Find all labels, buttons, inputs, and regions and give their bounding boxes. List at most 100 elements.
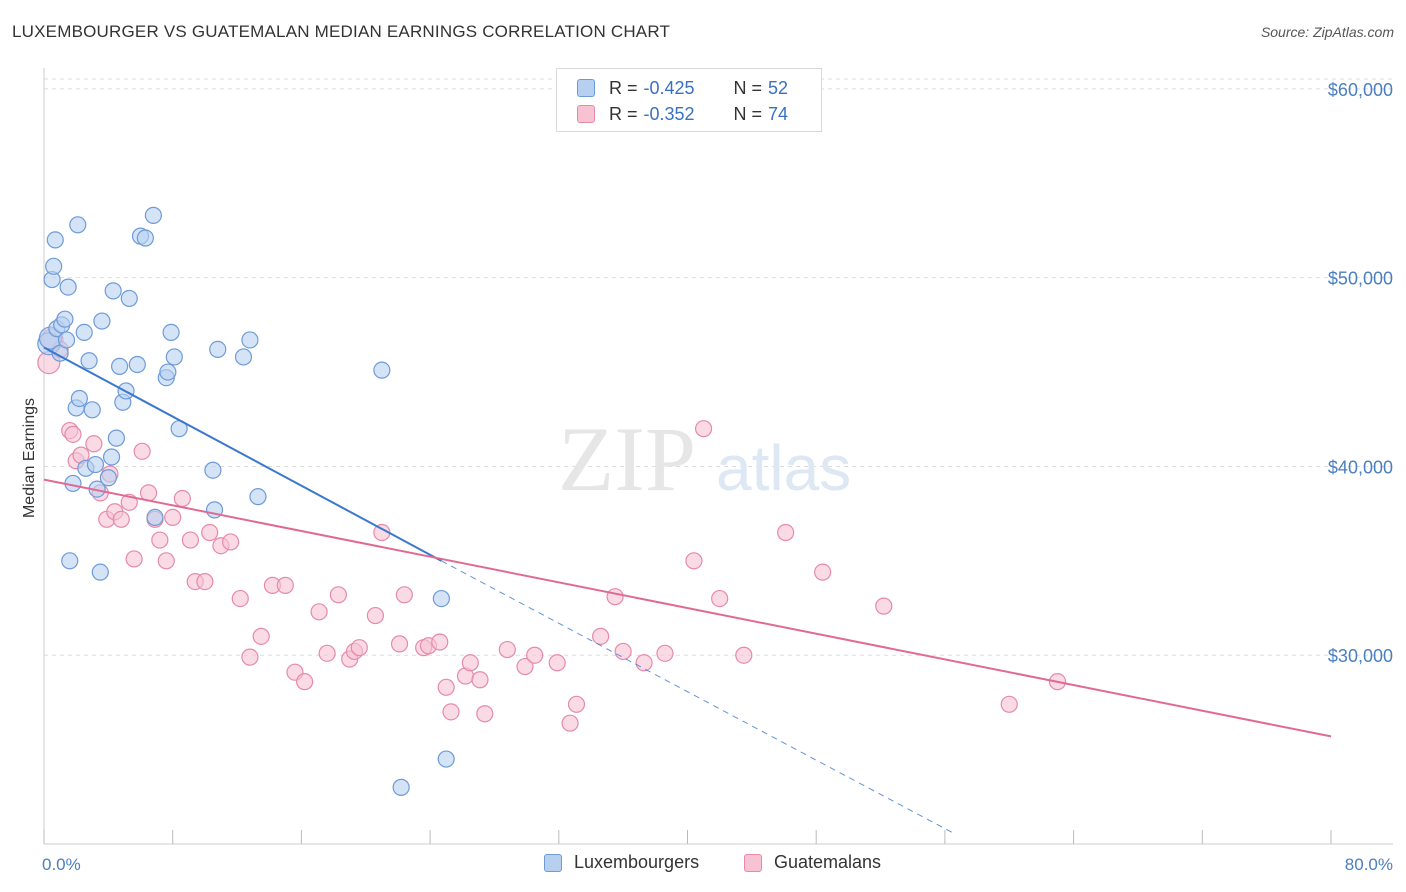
guatemalan-point [350, 639, 368, 657]
luxembourger-point [83, 401, 101, 419]
luxembourger-point [165, 348, 183, 366]
luxembourger-point [241, 331, 259, 349]
series-name: Guatemalans [774, 852, 882, 872]
luxembourger-point [249, 488, 267, 506]
guatemalan-point [173, 489, 191, 508]
guatemalan-point [196, 572, 214, 591]
guatemalan-point [561, 714, 579, 732]
n-label: N = [733, 77, 763, 98]
guatemalan-point [157, 552, 175, 570]
luxembourger-point [128, 355, 146, 374]
guatemalan-point [395, 586, 413, 604]
guatemalan-point [567, 695, 586, 713]
guatemalan-point [296, 673, 314, 691]
luxembourger-point [56, 310, 74, 328]
luxembourger-point [99, 469, 117, 487]
guatemalan-point [614, 642, 632, 661]
guatemalan-point [431, 633, 449, 651]
n-value: 74 [768, 103, 789, 124]
watermark-zip: ZIP [558, 408, 696, 510]
guatemalan-point [201, 523, 219, 542]
guatemalan-point [252, 627, 270, 645]
x-tick-label: 80.0% [1345, 855, 1393, 874]
guatemalan-point [694, 420, 713, 438]
guatemalan-point [814, 563, 832, 581]
blue-swatch [544, 853, 562, 872]
trend-lines [43, 346, 1332, 836]
guatemalan-trend-line [43, 478, 1332, 738]
luxembourger-point [234, 348, 253, 366]
source-note: Source: ZipAtlas.com [1260, 24, 1394, 40]
luxembourger-point [432, 589, 450, 608]
y-tick-labels: $30,000 $40,000 $50,000 $60,000 [1328, 80, 1393, 666]
y-tick-label: $50,000 [1328, 269, 1393, 289]
r-value: -0.425 [643, 77, 695, 98]
luxembourger-point [46, 231, 64, 249]
chart-title: LUXEMBOURGER VS GUATEMALAN MEDIAN EARNIN… [12, 22, 671, 41]
guatemalan-point [310, 603, 328, 621]
guatemalan-point [711, 589, 729, 608]
guatemalan-point [606, 588, 624, 606]
luxembourger-point [57, 331, 76, 349]
luxembourger-point [136, 229, 154, 247]
guatemalan-point [685, 552, 703, 570]
luxembourger-point [392, 778, 410, 796]
guatemalan-point [390, 635, 409, 653]
gridlines [44, 78, 1393, 656]
guatemalan-point [164, 508, 182, 527]
guatemalan-point [151, 531, 169, 549]
luxembourger-point [159, 363, 177, 381]
r-value: -0.352 [643, 103, 695, 124]
guatemalan-point [516, 657, 534, 676]
luxembourger-trend-line [43, 346, 442, 562]
guatemalan-point [437, 678, 455, 696]
y-tick-label: $30,000 [1328, 646, 1393, 666]
bottom-legend-luxembourgers: Luxembourgers [544, 852, 699, 873]
luxembourger-point [204, 461, 222, 479]
guatemalan-point [318, 644, 336, 662]
guatemalan-point [276, 576, 294, 594]
guatemalan-point [241, 648, 259, 666]
data-points [37, 206, 1067, 796]
pink-swatch [744, 853, 762, 872]
luxembourger-point [102, 448, 121, 466]
guatemalan-point [656, 644, 674, 662]
axes [43, 68, 1393, 845]
luxembourger-point [93, 312, 111, 330]
legend-row-luxembourgers: R = -0.425 N = 52 [577, 76, 788, 100]
guatemalan-point [222, 533, 240, 551]
n-value: 52 [768, 77, 789, 98]
luxembourger-point [86, 455, 105, 474]
luxembourger-point [107, 429, 125, 447]
luxembourger-point [373, 361, 391, 379]
guatemalan-point [133, 442, 151, 460]
guatemalan-point [635, 654, 653, 672]
guatemalan-point [366, 606, 385, 625]
luxembourger-point [80, 352, 98, 370]
guatemalan-point [442, 703, 460, 721]
y-tick-label: $60,000 [1328, 80, 1393, 100]
guatemalan-point [461, 654, 479, 672]
luxembourger-point [91, 563, 109, 581]
guatemalan-point [735, 646, 753, 664]
guatemalan-point [112, 510, 130, 528]
luxembourger-point [59, 278, 77, 296]
guatemalan-point [329, 586, 348, 604]
guatemalan-point [1000, 695, 1018, 713]
stats-legend: R = -0.425 N = 52 R = -0.352 N = 74 [556, 68, 822, 132]
x-tick-labels: 0.0% 80.0% [42, 855, 1393, 874]
guatemalan-point [125, 550, 143, 568]
luxembourger-point [144, 206, 162, 224]
y-axis-label: Median Earnings [21, 398, 38, 518]
guatemalan-point [526, 646, 544, 664]
luxembourger-point [104, 282, 122, 300]
luxembourger-point [162, 323, 180, 342]
luxembourger-point [61, 552, 79, 570]
guatemalan-point [875, 597, 893, 615]
r-label: R = [609, 103, 638, 124]
luxembourger-point [120, 289, 138, 308]
luxembourger-point [75, 323, 93, 342]
pink-swatch [577, 105, 595, 123]
x-tick-label: 0.0% [42, 855, 81, 874]
